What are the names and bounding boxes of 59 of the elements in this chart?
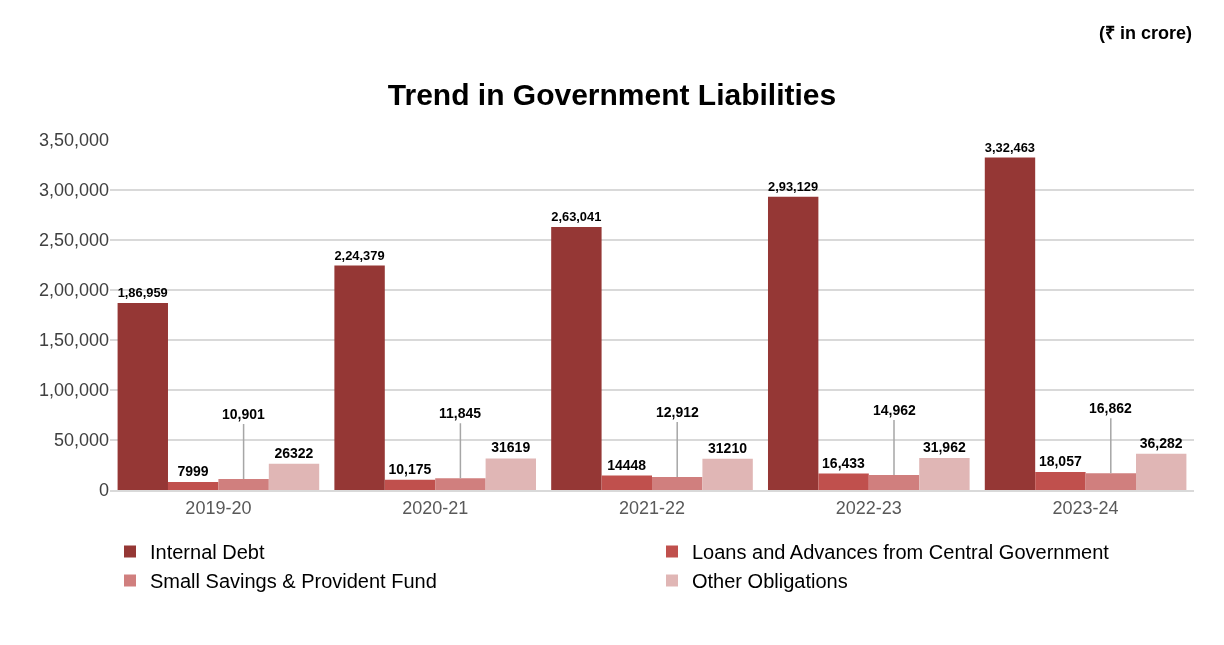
data-label: 18,057 bbox=[1038, 452, 1082, 469]
text: (₹ in crore) bbox=[1099, 23, 1193, 43]
bar bbox=[485, 458, 537, 490]
data-label: 10,175 bbox=[388, 460, 432, 477]
legend-label: Internal Debt bbox=[150, 541, 265, 564]
data-label: 2,63,041 bbox=[551, 209, 602, 225]
bar bbox=[218, 479, 269, 490]
bar bbox=[984, 157, 1036, 490]
data-label: 12,912 bbox=[656, 404, 700, 420]
bar bbox=[919, 458, 970, 490]
bar bbox=[1035, 471, 1086, 490]
bar bbox=[1136, 453, 1187, 490]
data-label: 7999 bbox=[177, 463, 209, 479]
bar bbox=[167, 482, 219, 490]
bar bbox=[868, 475, 920, 490]
bar bbox=[1085, 473, 1137, 490]
x-tick-label: 2023-24 bbox=[1052, 497, 1119, 518]
bar bbox=[767, 196, 819, 490]
x-tick-label: 2020-21 bbox=[402, 497, 469, 518]
bar bbox=[117, 303, 168, 490]
data-label: 16,862 bbox=[1089, 400, 1133, 416]
bar bbox=[435, 478, 486, 490]
y-tick-label: 50,000 bbox=[53, 430, 109, 451]
data-label: 10,901 bbox=[222, 406, 266, 422]
y-tick-label: 3,00,000 bbox=[38, 180, 109, 201]
bar bbox=[384, 479, 436, 490]
bar bbox=[334, 265, 385, 490]
bar bbox=[652, 477, 703, 490]
data-label: 2,93,129 bbox=[768, 179, 819, 195]
data-label: 3,32,463 bbox=[984, 139, 1035, 155]
data-label: 11,845 bbox=[439, 405, 482, 421]
x-tick-label: 2021-22 bbox=[618, 497, 686, 518]
bar bbox=[601, 475, 652, 490]
data-label: 31619 bbox=[491, 439, 531, 456]
y-tick-label: 1,00,000 bbox=[38, 380, 109, 401]
bar bbox=[818, 473, 869, 490]
data-label: 31210 bbox=[708, 439, 748, 456]
legend-label: Loans and Advances from Central Government bbox=[692, 541, 1110, 564]
legend-label: Other Obligations bbox=[692, 570, 848, 593]
y-tick-label: 0 bbox=[98, 480, 109, 501]
y-tick-label: 2,50,000 bbox=[38, 230, 109, 251]
x-tick-label: 2019-20 bbox=[185, 497, 252, 518]
y-tick-label: 1,50,000 bbox=[38, 330, 109, 351]
y-tick-label: 3,50,000 bbox=[38, 130, 109, 151]
chart-title: Trend in Government Liabilities bbox=[387, 77, 837, 111]
bar bbox=[551, 226, 602, 490]
legend-label: Small Savings & Provident Fund bbox=[150, 570, 437, 593]
bar bbox=[268, 463, 320, 490]
data-label: 16,433 bbox=[822, 454, 866, 471]
data-label: 2,24,379 bbox=[334, 247, 385, 263]
bar bbox=[702, 458, 753, 490]
data-label: 1,86,959 bbox=[117, 285, 168, 301]
y-tick-label: 2,00,000 bbox=[38, 280, 109, 301]
data-label: 14,962 bbox=[873, 402, 917, 418]
data-label: 14448 bbox=[607, 456, 647, 473]
data-label: 36,282 bbox=[1139, 434, 1183, 451]
data-label: 31,962 bbox=[922, 439, 966, 456]
x-tick-label: 2022-23 bbox=[835, 497, 902, 518]
data-label: 26322 bbox=[274, 444, 314, 461]
